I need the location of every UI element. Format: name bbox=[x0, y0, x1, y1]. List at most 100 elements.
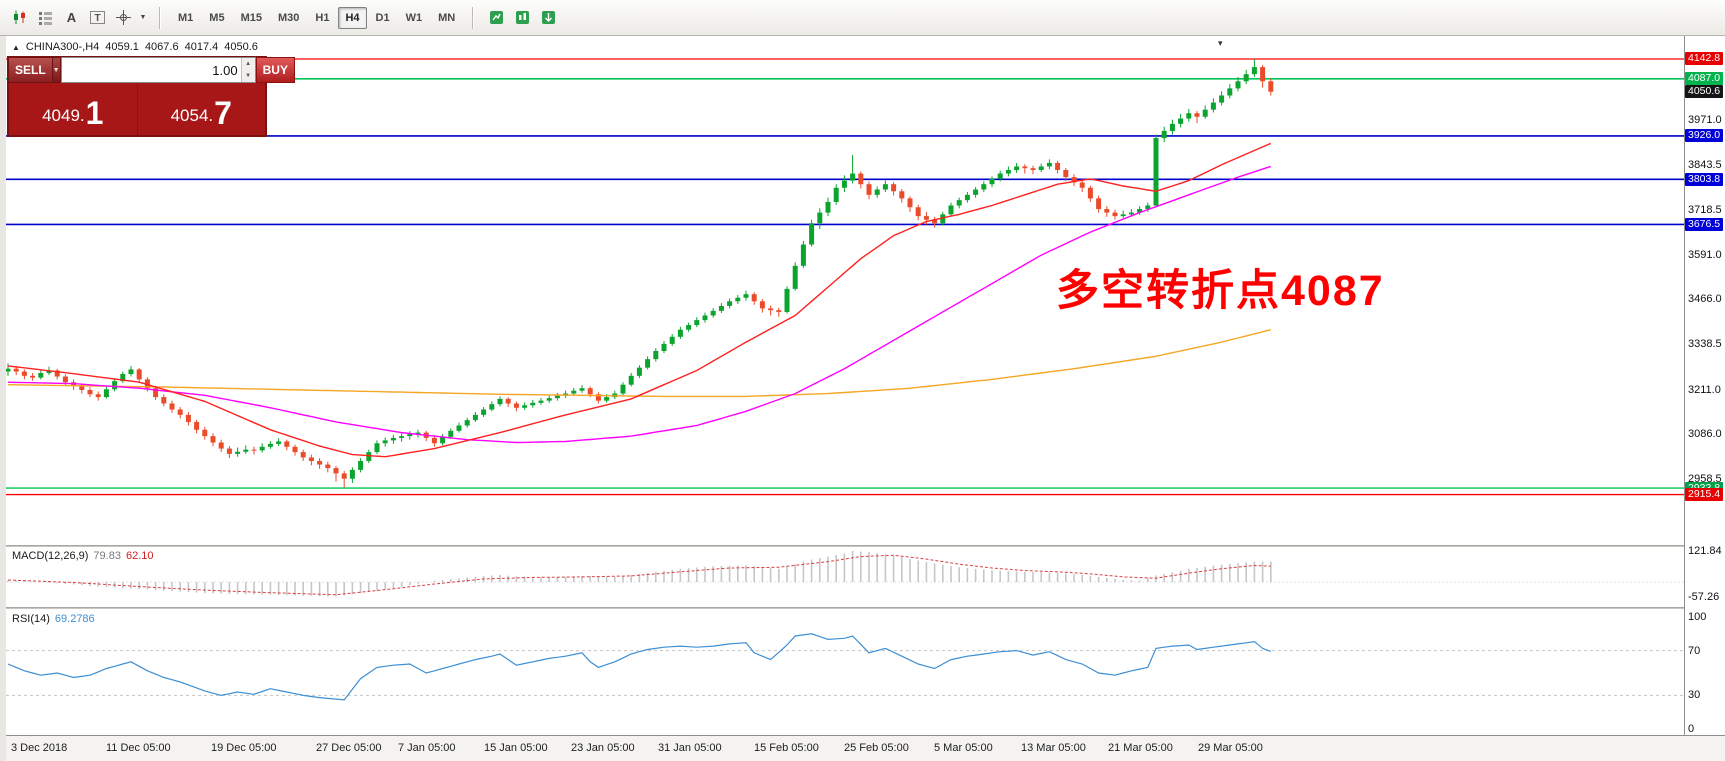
price-axis[interactable]: 3971.0 3843.5 3718.5 3591.0 3466.0 3338.5 3211… bbox=[1685, 36, 1725, 735]
time-axis-label: 15 Jan 05:00 bbox=[484, 742, 548, 754]
price-axis-label: 3718.5 bbox=[1688, 203, 1722, 216]
time-axis-border bbox=[6, 735, 1725, 736]
price-line-tag: 3803.8 bbox=[1685, 172, 1724, 186]
panel-divider[interactable] bbox=[6, 545, 1725, 547]
indicators-list-icon[interactable] bbox=[32, 6, 58, 30]
green-tool-icon-1[interactable] bbox=[483, 6, 509, 30]
ma-fast-line bbox=[7, 142, 1272, 458]
indicator-axis-label: 30 bbox=[1688, 689, 1701, 702]
volume-increase-button[interactable]: ▲ bbox=[245, 61, 252, 67]
timeframe-button-M30[interactable]: M30 bbox=[271, 7, 306, 29]
timeframe-button-D1[interactable]: D1 bbox=[369, 7, 397, 29]
price-axis-label: 3086.0 bbox=[1688, 428, 1722, 440]
price-axis-label: 3843.5 bbox=[1688, 159, 1722, 172]
text-label-icon[interactable]: A bbox=[58, 6, 84, 30]
indicator-axis-label: 121.84 bbox=[1688, 544, 1722, 557]
rsi-canvas bbox=[6, 633, 1684, 701]
timeframe-button-MN[interactable]: MN bbox=[431, 7, 462, 29]
time-axis-label: 19 Dec 05:00 bbox=[211, 742, 277, 754]
symbol-period-label: CHINA300-,H4 bbox=[25, 41, 100, 53]
drawing-tools-group: A T ▼ bbox=[6, 6, 150, 30]
price-chart-canvas bbox=[5, 58, 1684, 496]
panel-divider[interactable] bbox=[6, 607, 1725, 609]
time-axis[interactable]: 3 Dec 2018 11 Dec 05:00 19 Dec 05:00 27 Dec… bbox=[6, 736, 1725, 761]
timeframe-button-M15[interactable]: M15 bbox=[234, 7, 269, 29]
price-line-tag: 3926.0 bbox=[1685, 129, 1724, 143]
indicator-axis-label: 0 bbox=[1688, 723, 1695, 735]
timeframe-button-M5[interactable]: M5 bbox=[202, 7, 231, 29]
one-click-trading-panel: SELL ▼ ▲ ▼ BUY 4049.1 4054.7 bbox=[8, 57, 295, 136]
price-axis-label: 3971.0 bbox=[1688, 113, 1722, 126]
main-price-chart[interactable] bbox=[5, 36, 1684, 545]
price-axis-border bbox=[1684, 36, 1685, 735]
rsi-line bbox=[7, 633, 1272, 701]
buy-price-display: 4054. 7 bbox=[170, 95, 232, 131]
time-axis-label: 7 Jan 05:00 bbox=[398, 742, 456, 754]
macd-histogram bbox=[7, 551, 1272, 597]
ohlc-close: 4050.6 bbox=[224, 41, 258, 53]
candlestick-series bbox=[5, 59, 1274, 488]
time-axis-label: 3 Dec 2018 bbox=[11, 742, 68, 754]
price-line-tag: 2915.4 bbox=[1685, 488, 1724, 502]
candlestick-chart-icon[interactable] bbox=[6, 6, 32, 30]
volume-field: ▲ ▼ bbox=[60, 57, 256, 83]
extra-tools-group bbox=[483, 6, 561, 30]
macd-label: MACD(12,26,9) 79.83 62.10 bbox=[12, 550, 154, 562]
svg-text:T: T bbox=[94, 13, 100, 24]
ma-mid-line bbox=[7, 165, 1272, 444]
timeframe-button-W1[interactable]: W1 bbox=[399, 7, 430, 29]
ohlc-open: 4059.1 bbox=[105, 41, 139, 53]
sell-price-display: 4049. 1 bbox=[9, 83, 138, 135]
chart-text-annotation[interactable]: 多空转折点4087 bbox=[1056, 267, 1385, 315]
time-axis-label: 25 Feb 05:00 bbox=[844, 742, 909, 754]
rsi-label: RSI(14) 69.2786 bbox=[12, 613, 95, 625]
price-line-tag: 3676.5 bbox=[1685, 217, 1724, 231]
svg-text:A: A bbox=[66, 10, 76, 25]
chart-shift-marker-icon[interactable]: ▾ bbox=[1218, 38, 1223, 48]
time-axis-label: 11 Dec 05:00 bbox=[106, 742, 171, 754]
macd-signal-line bbox=[7, 554, 1271, 596]
volume-dropdown-button[interactable]: ▼ bbox=[52, 57, 61, 83]
green-tool-icon-3[interactable] bbox=[535, 6, 561, 30]
chart-background bbox=[6, 36, 1725, 761]
toolbar: A T ▼ M1 M5 M15 M30 H1 H4 D1 W1 MN bbox=[0, 0, 1725, 36]
green-tool-icon-2[interactable] bbox=[509, 6, 535, 30]
ohlc-low: 4017.4 bbox=[184, 41, 219, 53]
ohlc-high: 4067.6 bbox=[144, 41, 179, 53]
price-axis-label: 3211.0 bbox=[1688, 383, 1721, 396]
collapse-arrow-icon[interactable]: ▲ bbox=[12, 42, 20, 52]
macd-canvas bbox=[6, 551, 1684, 597]
price-line-tag: 4050.6 bbox=[1685, 85, 1724, 99]
macd-indicator-panel[interactable] bbox=[6, 547, 1684, 607]
toolbar-separator bbox=[159, 6, 161, 29]
rsi-indicator-panel[interactable] bbox=[6, 609, 1684, 735]
indicator-axis-label: -57.26 bbox=[1688, 590, 1720, 603]
time-axis-label: 31 Jan 05:00 bbox=[658, 742, 722, 754]
timeframe-button-M1[interactable]: M1 bbox=[171, 7, 200, 29]
chevron-down-icon: ▼ bbox=[52, 66, 60, 74]
text-frame-icon[interactable]: T bbox=[84, 6, 110, 30]
timeframe-button-H1[interactable]: H1 bbox=[308, 7, 336, 29]
time-axis-label: 13 Mar 05:00 bbox=[1021, 742, 1086, 754]
timeframe-button-H4[interactable]: H4 bbox=[338, 6, 367, 29]
volume-input[interactable] bbox=[61, 58, 241, 82]
chevron-down-icon[interactable]: ▼ bbox=[136, 6, 150, 30]
price-line-tag: 4142.8 bbox=[1685, 52, 1724, 66]
timeframe-buttons-group: M1 M5 M15 M30 H1 H4 D1 W1 MN bbox=[170, 6, 463, 29]
time-axis-label: 5 Mar 05:00 bbox=[934, 742, 993, 754]
price-axis-label: 3338.5 bbox=[1688, 338, 1722, 351]
ma-slow-line bbox=[7, 329, 1271, 398]
sell-button[interactable]: SELL bbox=[8, 57, 53, 83]
price-axis-label: 3591.0 bbox=[1688, 248, 1722, 261]
toolbar-separator bbox=[472, 6, 475, 29]
indicator-axis-label: 70 bbox=[1688, 644, 1701, 657]
volume-decrease-button[interactable]: ▼ bbox=[245, 73, 252, 79]
indicator-axis-label: 100 bbox=[1688, 611, 1707, 623]
crosshair-icon[interactable] bbox=[110, 6, 136, 30]
buy-button[interactable]: BUY bbox=[255, 57, 295, 83]
time-axis-label: 23 Jan 05:00 bbox=[571, 742, 635, 754]
time-axis-label: 15 Feb 05:00 bbox=[754, 742, 819, 754]
time-axis-label: 29 Mar 05:00 bbox=[1198, 742, 1263, 754]
volume-spinner: ▲ ▼ bbox=[240, 58, 255, 82]
